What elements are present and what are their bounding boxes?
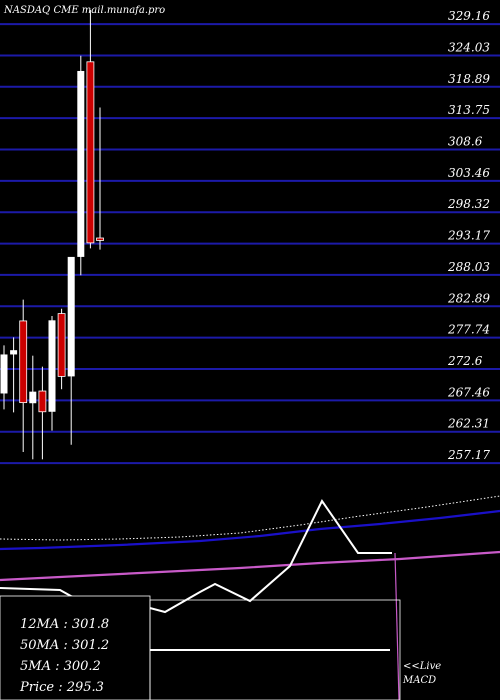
price-tick-label: 272.6	[447, 354, 483, 368]
watermark: NASDAQ CME mail.munafa.pro	[3, 5, 165, 16]
candle	[57, 308, 66, 390]
price-tick-label: 293.17	[447, 229, 490, 243]
macd-purple-connector	[394, 552, 400, 700]
candle-body	[77, 70, 85, 257]
candle-body	[86, 61, 95, 244]
candle-body	[48, 320, 56, 412]
price-tick-label: 288.03	[447, 260, 490, 274]
ma50-label: 50MA : 301.2	[20, 638, 109, 653]
candle-body	[57, 313, 66, 377]
candle	[48, 316, 56, 431]
candle	[96, 107, 104, 250]
macd-label: MACD	[402, 675, 436, 686]
candle-body	[0, 354, 8, 394]
price-tick-label: 267.46	[447, 385, 490, 399]
candle-body	[96, 237, 104, 241]
price-tick-label: 313.75	[448, 103, 490, 117]
candle	[77, 55, 85, 276]
price-tick-label: 262.31	[447, 417, 490, 431]
price-label: Price : 295.3	[19, 680, 104, 695]
live-label: <<Live	[403, 661, 441, 672]
candle	[86, 10, 95, 249]
ma-values-box	[0, 595, 151, 700]
candle-body	[38, 390, 47, 413]
price-axis-ticks: 329.16 324.03 318.89 313.75 308.6 303.46 298.3…	[447, 9, 490, 462]
ma5-label: 5MA : 300.2	[20, 659, 101, 674]
candle-body	[29, 391, 37, 404]
price-tick-label: 324.03	[448, 40, 490, 54]
candle	[67, 256, 75, 445]
blue-ma-line	[0, 509, 500, 551]
price-tick-label: 318.89	[448, 72, 490, 86]
price-tick-label: 298.32	[447, 197, 490, 211]
price-gridlines	[0, 23, 500, 465]
candle	[10, 337, 18, 413]
candle	[38, 366, 47, 460]
candle	[0, 345, 8, 410]
candle-body	[10, 350, 18, 355]
moving-average-panel: 12MA : 301.8 50MA : 301.2 5MA : 300.2 Pr…	[0, 495, 500, 700]
candle-body	[19, 320, 28, 404]
candlesticks	[0, 10, 104, 460]
ma12-label: 12MA : 301.8	[20, 617, 109, 632]
candle-body	[67, 256, 75, 377]
price-tick-label: 282.89	[447, 291, 490, 305]
price-tick-label: 277.74	[447, 323, 490, 337]
candle	[19, 299, 28, 453]
price-tick-label: 329.16	[448, 9, 490, 23]
price-tick-label: 257.17	[447, 448, 490, 462]
white-dotted-ma-line	[0, 495, 500, 541]
price-tick-label: 303.46	[448, 166, 490, 180]
candle	[29, 355, 37, 460]
price-tick-label: 308.6	[448, 135, 483, 149]
purple-ma-line	[0, 550, 500, 582]
macd-box	[149, 599, 401, 700]
